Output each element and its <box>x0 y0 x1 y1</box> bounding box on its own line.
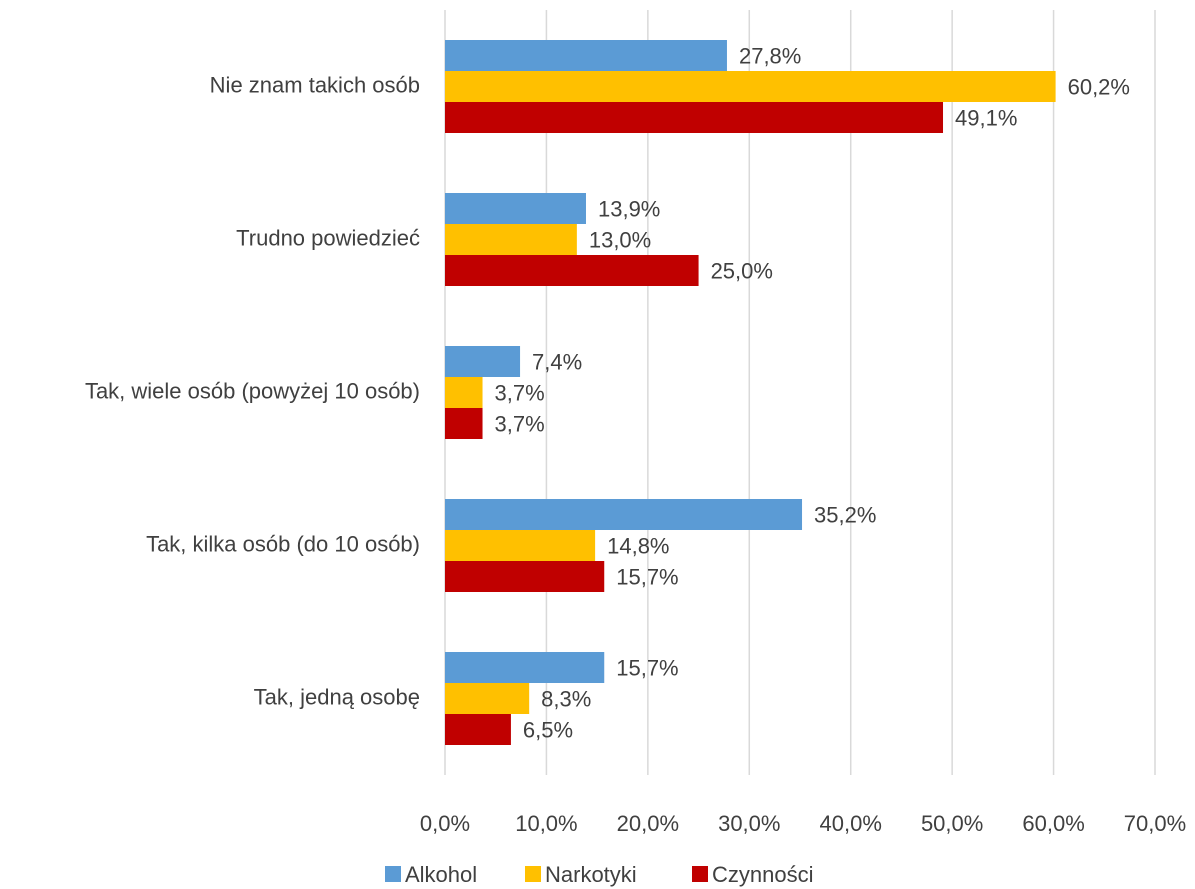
bar <box>445 561 605 592</box>
value-label: 3,7% <box>495 380 545 405</box>
x-tick-label: 30,0% <box>718 811 780 836</box>
value-label: 13,0% <box>589 227 651 252</box>
x-tick-label: 20,0% <box>617 811 679 836</box>
bar <box>445 714 511 745</box>
bar <box>445 255 699 286</box>
bar <box>445 224 577 255</box>
bar <box>445 377 483 408</box>
y-tick-label: Tak, wiele osób (powyżej 10 osób) <box>85 378 420 403</box>
bar <box>445 408 483 439</box>
y-tick-label: Nie znam takich osób <box>210 72 420 97</box>
y-tick-label: Trudno powiedzieć <box>236 225 420 250</box>
value-label: 8,3% <box>541 686 591 711</box>
bar <box>445 40 727 71</box>
x-tick-label: 10,0% <box>515 811 577 836</box>
bar <box>445 652 605 683</box>
x-tick-label: 60,0% <box>1022 811 1084 836</box>
bar <box>445 499 803 530</box>
value-label: 49,1% <box>955 105 1017 130</box>
bar <box>445 102 944 133</box>
legend-swatch <box>385 866 401 882</box>
value-label: 27,8% <box>739 43 801 68</box>
y-tick-label: Tak, jedną osobę <box>254 684 420 709</box>
legend-label: Czynności <box>712 862 813 887</box>
value-label: 15,7% <box>616 655 678 680</box>
value-label: 3,7% <box>495 411 545 436</box>
value-label: 60,2% <box>1068 74 1130 99</box>
value-label: 25,0% <box>711 258 773 283</box>
y-tick-label: Tak, kilka osób (do 10 osób) <box>146 531 420 556</box>
x-tick-label: 70,0% <box>1124 811 1186 836</box>
value-label: 6,5% <box>523 717 573 742</box>
legend-swatch <box>692 866 708 882</box>
legend-label: Alkohol <box>405 862 477 887</box>
x-tick-label: 50,0% <box>921 811 983 836</box>
value-label: 14,8% <box>607 533 669 558</box>
legend-label: Narkotyki <box>545 862 637 887</box>
value-label: 15,7% <box>616 564 678 589</box>
bar <box>445 346 521 377</box>
x-tick-label: 40,0% <box>820 811 882 836</box>
value-label: 35,2% <box>814 502 876 527</box>
legend-swatch <box>525 866 541 882</box>
bar <box>445 683 530 714</box>
bar <box>445 530 596 561</box>
x-tick-label: 0,0% <box>420 811 470 836</box>
value-label: 13,9% <box>598 196 660 221</box>
value-label: 7,4% <box>532 349 582 374</box>
bar <box>445 71 1056 102</box>
bar <box>445 193 586 224</box>
